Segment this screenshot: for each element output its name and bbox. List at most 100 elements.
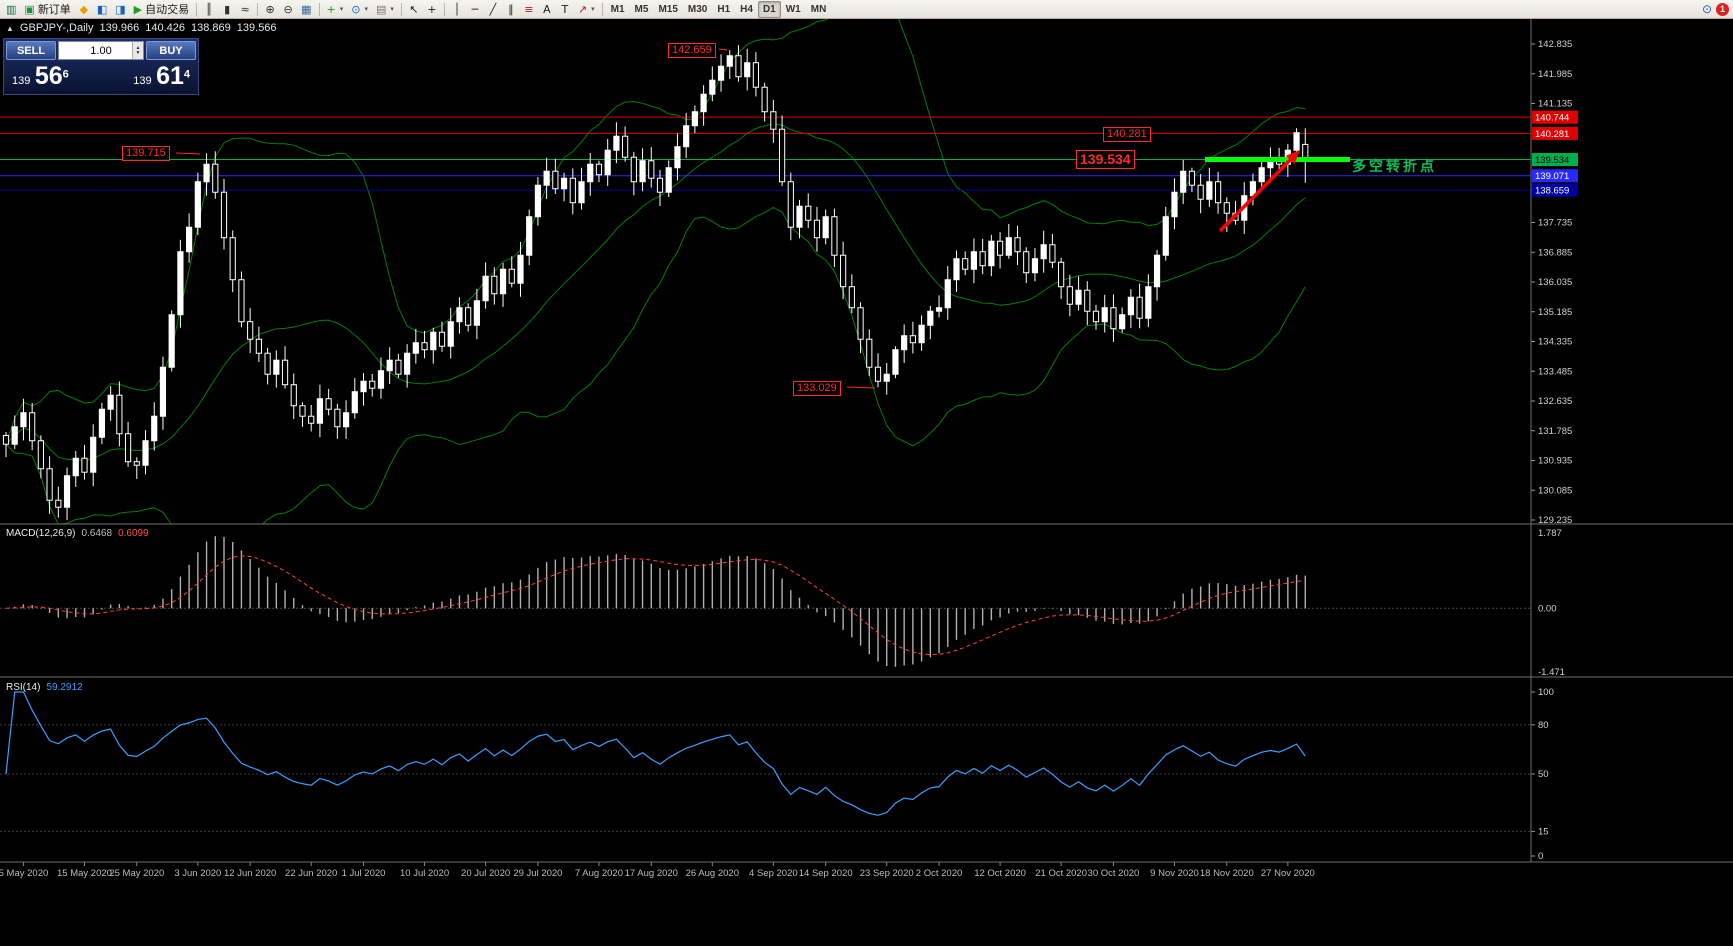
crosshair-button[interactable]: + — [423, 1, 441, 18]
timeframe-h1-button[interactable]: H1 — [712, 1, 735, 18]
timeframe-w1-button[interactable]: W1 — [781, 1, 806, 18]
zoom-out-button[interactable]: ⊖ — [279, 1, 297, 18]
candlestick-chart-button[interactable]: ▮ — [218, 1, 236, 18]
zoom-in-button[interactable]: ⊕ — [261, 1, 279, 18]
vertical-line-button[interactable]: │ — [448, 1, 466, 18]
svg-text:139.534: 139.534 — [1535, 155, 1569, 166]
tile-windows-icon: ▦ — [301, 2, 312, 16]
price-annotation-139.534[interactable]: 139.534 — [1076, 150, 1135, 169]
bar-chart-button[interactable]: ║ — [200, 1, 218, 18]
notification-badge[interactable]: 1 — [1716, 2, 1729, 16]
line-chart-button[interactable]: ≈ — [236, 1, 254, 18]
svg-text:141.135: 141.135 — [1538, 99, 1572, 110]
tile-windows-button[interactable]: ▦ — [297, 1, 315, 18]
trendline-button[interactable]: ╱ — [484, 1, 502, 18]
annotation-note[interactable]: 多空转折点 — [1352, 158, 1437, 174]
macd-main-value: 0.6468 — [81, 528, 113, 539]
templates-caret-icon: ▾ — [390, 6, 394, 13]
text-label-button[interactable]: T — [556, 1, 574, 18]
search-icon[interactable]: ⊙ — [1701, 2, 1712, 16]
rsi-pane: 100 80 50 15 0 — [0, 687, 1554, 862]
svg-text:20 Jul 2020: 20 Jul 2020 — [461, 868, 510, 879]
market-watch-button[interactable]: ◧ — [93, 1, 111, 18]
chart-profile-button[interactable]: ◆ — [75, 1, 93, 18]
fibonacci-icon: ≡ — [524, 2, 534, 16]
sell-button[interactable]: SELL — [6, 41, 56, 60]
timeframe-m1-button[interactable]: M1 — [606, 1, 630, 18]
rsi-label: RSI(14) 59.2912 — [6, 682, 83, 693]
rsi-value: 59.2912 — [46, 682, 83, 693]
svg-text:15: 15 — [1538, 826, 1549, 837]
indicators-button[interactable]: + ▾ — [323, 1, 348, 18]
one-click-trading-panel: SELL 1.00 ▲ ▼ BUY 139 566 139 614 — [3, 38, 199, 95]
toolbar-right: ⊙ 1 — [1702, 2, 1731, 16]
templates-button[interactable]: ▤ ▾ — [372, 1, 398, 18]
svg-text:136.885: 136.885 — [1538, 247, 1572, 258]
horizontal-line-button[interactable]: ─ — [466, 1, 484, 18]
equidistant-channel-icon: ∥ — [508, 2, 514, 16]
autotrading-icon: ▶ — [133, 2, 143, 16]
volume-input[interactable]: 1.00 ▲ ▼ — [58, 41, 144, 60]
toolbar-separator — [601, 2, 603, 16]
svg-text:140.744: 140.744 — [1535, 113, 1569, 124]
zoom-in-icon: ⊕ — [265, 2, 275, 16]
timeframe-m5-button[interactable]: M5 — [630, 1, 654, 18]
svg-text:3 Jun 2020: 3 Jun 2020 — [174, 868, 221, 879]
svg-text:18 Nov 2020: 18 Nov 2020 — [1200, 868, 1254, 879]
line-chart-icon: ≈ — [240, 2, 250, 16]
annotation-pointer-line — [175, 152, 201, 155]
ohlc-collapse-icon[interactable]: ▲ — [6, 23, 14, 33]
timeframe-m15-button[interactable]: M15 — [653, 1, 682, 18]
ohlc-open: 139.966 — [99, 22, 140, 34]
bollinger-lower — [5, 206, 1306, 524]
main-pane[interactable] — [0, 0, 1531, 600]
rsi-line — [5, 691, 1306, 816]
sell-price[interactable]: 139 566 — [12, 62, 69, 90]
equidistant-channel-button[interactable]: ∥ — [502, 1, 520, 18]
main-toolbar: ▥ ▣ 新订单 ◆ ◧ ◨ ▶ 自动交易 ║ ▮ ≈ ⊕ ⊖ ▦ + ▾ ⊙ ▾ ▤ ▾ ↖ + │ ─ ╱ ∥ ≡ A T ↗ ▾ M1 M5… — [0, 0, 1733, 19]
timeframe-mn-button[interactable]: MN — [806, 1, 832, 18]
toolbar-separator — [400, 2, 402, 16]
buy-price[interactable]: 139 614 — [133, 62, 190, 90]
autotrading-button[interactable]: ▶ 自动交易 — [130, 1, 193, 18]
navigator-button[interactable]: ◨ — [111, 1, 129, 18]
buy-button[interactable]: BUY — [146, 41, 196, 60]
timeframe-m30-button[interactable]: M30 — [683, 1, 712, 18]
timeframe-h4-button[interactable]: H4 — [735, 1, 758, 18]
trend-arrow[interactable] — [1218, 155, 1295, 233]
macd-signal-value: 0.6099 — [118, 528, 149, 539]
candlestick-chart-icon: ▮ — [224, 2, 231, 16]
fibonacci-button[interactable]: ≡ — [520, 1, 538, 18]
new-chart-button[interactable]: ▥ — [2, 1, 20, 18]
svg-text:135.185: 135.185 — [1538, 307, 1572, 318]
svg-text:4 Sep 2020: 4 Sep 2020 — [749, 868, 798, 879]
price-annotation-140.281[interactable]: 140.281 — [1103, 127, 1151, 142]
navigator-icon: ◨ — [115, 2, 126, 16]
price-annotation-133.029[interactable]: 133.029 — [793, 381, 841, 396]
svg-text:21 Oct 2020: 21 Oct 2020 — [1035, 868, 1087, 879]
bollinger-middle — [5, 123, 1306, 462]
timeframe-d1-button[interactable]: D1 — [757, 0, 781, 18]
new-order-button[interactable]: ▣ 新订单 — [20, 1, 74, 18]
svg-text:1 Jul 2020: 1 Jul 2020 — [342, 868, 386, 879]
chart-header: ▲ GBPJPY-,Daily 139.966 140.426 138.869 … — [6, 22, 277, 34]
svg-text:22 Jun 2020: 22 Jun 2020 — [285, 868, 337, 879]
periods-button[interactable]: ⊙ ▾ — [347, 1, 372, 18]
svg-text:9 Nov 2020: 9 Nov 2020 — [1150, 868, 1199, 879]
arrows-icon: ↗ — [577, 2, 588, 16]
svg-text:15 May 2020: 15 May 2020 — [57, 868, 112, 879]
volume-spinner-icon[interactable]: ▲ ▼ — [132, 42, 143, 59]
zoom-out-icon: ⊖ — [283, 2, 293, 16]
price-axis[interactable]: 142.835 141.985 141.135 137.735 136.885 136.0… — [1531, 39, 1578, 526]
arrows-button[interactable]: ↗ ▾ — [574, 1, 599, 18]
bollinger-upper — [5, 19, 1306, 445]
svg-text:26 Aug 2020: 26 Aug 2020 — [686, 868, 739, 879]
cursor-button[interactable]: ↖ — [405, 1, 423, 18]
text-button[interactable]: A — [538, 1, 556, 18]
price-annotation-139.715[interactable]: 139.715 — [122, 146, 170, 161]
periods-icon: ⊙ — [351, 2, 361, 16]
price-annotation-142.659[interactable]: 142.659 — [668, 43, 716, 58]
